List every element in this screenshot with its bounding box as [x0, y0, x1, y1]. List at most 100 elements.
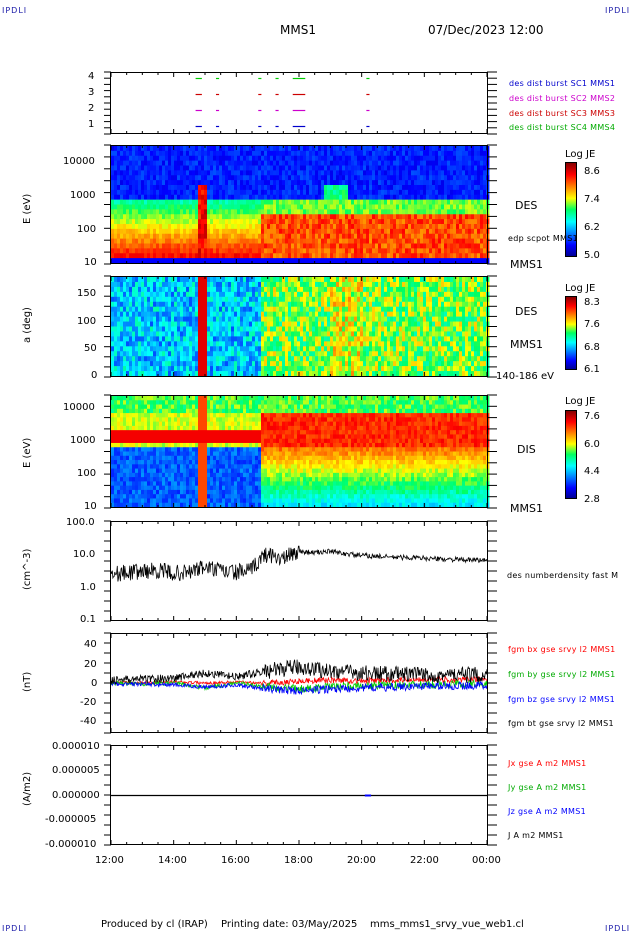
spectrogram-pixel — [471, 180, 475, 186]
spectrogram-pixel — [123, 296, 127, 303]
spectrogram-pixel — [117, 258, 121, 264]
spectrogram-pixel — [447, 253, 451, 259]
spectrogram-pixel — [225, 160, 229, 166]
spectrogram-pixel — [303, 238, 307, 244]
spectrogram-pixel — [153, 180, 157, 186]
spectrogram-pixel — [309, 311, 313, 317]
spectrogram-pixel — [126, 258, 130, 264]
spectrogram-pixel — [291, 214, 295, 220]
spectrogram-pixel — [321, 336, 325, 342]
spectrogram-pixel — [273, 336, 277, 342]
spectrogram-pixel — [414, 248, 418, 254]
spectrogram-pixel — [195, 189, 199, 196]
spectrogram-pixel — [345, 150, 349, 157]
spectrogram-pixel — [390, 351, 394, 357]
spectrogram-pixel — [204, 160, 208, 166]
spectrogram-pixel — [279, 185, 283, 191]
spectrogram-pixel — [288, 170, 292, 176]
spectrogram-pixel — [219, 321, 223, 327]
spectrogram-pixel — [123, 243, 127, 249]
spectrogram-pixel — [159, 366, 163, 372]
spectrogram-pixel — [186, 204, 190, 210]
spectrogram-pixel — [375, 170, 379, 176]
spectrogram-pixel — [315, 291, 319, 298]
spectrogram-pixel — [423, 243, 427, 249]
spectrogram-pixel — [471, 160, 475, 166]
spectrogram-pixel — [375, 316, 379, 322]
spectrogram-pixel — [384, 316, 388, 322]
spectrogram-pixel — [213, 361, 217, 367]
spectrogram-pixel — [150, 311, 154, 317]
spectrogram-pixel — [315, 331, 319, 337]
spectrogram-pixel — [231, 209, 235, 215]
spectrogram-pixel — [255, 189, 259, 196]
spectrogram-pixel — [309, 165, 313, 171]
spectrogram-pixel — [297, 341, 301, 347]
spectrogram-pixel — [360, 194, 364, 201]
spectrogram-pixel — [201, 336, 205, 342]
spectrogram-pixel — [150, 356, 154, 362]
spectrogram-pixel — [273, 326, 277, 332]
spectrogram-pixel — [342, 281, 346, 288]
spectrogram-pixel — [138, 258, 142, 264]
spectrogram-pixel — [297, 361, 301, 367]
spectrogram-pixel — [144, 301, 148, 308]
spectrogram-pixel — [294, 351, 298, 357]
spectrogram-pixel — [186, 311, 190, 317]
spectrogram-pixel — [186, 146, 190, 152]
spectrogram-pixel — [351, 331, 355, 337]
spectrogram-pixel — [138, 185, 142, 191]
spectrogram-pixel — [432, 214, 436, 220]
spectrogram-pixel — [420, 214, 424, 220]
spectrogram-pixel — [327, 351, 331, 357]
spectrogram-pixel — [162, 296, 166, 303]
spectrogram-pixel — [228, 160, 232, 166]
spectrogram-pixel — [141, 204, 145, 210]
spectrogram-pixel — [369, 224, 373, 230]
spectrogram-pixel — [150, 366, 154, 372]
spectrogram-pixel — [231, 146, 235, 152]
spectrogram-pixel — [303, 321, 307, 327]
spectrogram-pixel — [294, 243, 298, 249]
spectrogram-pixel — [351, 296, 355, 303]
spectrogram-pixel — [390, 286, 394, 293]
spectrogram-pixel — [303, 199, 307, 205]
spectrogram-pixel — [369, 316, 373, 322]
spectrogram-pixel — [237, 194, 241, 201]
spectrogram-pixel — [285, 204, 289, 210]
spectrogram-pixel — [225, 233, 229, 240]
spectrogram-pixel — [300, 331, 304, 337]
spectrogram-pixel — [432, 175, 436, 181]
spectrogram-pixel — [420, 248, 424, 254]
spectrogram-pixel — [372, 296, 376, 303]
spectrogram-pixel — [387, 351, 391, 357]
spectrogram-pixel — [255, 341, 259, 347]
spectrogram-pixel — [345, 356, 349, 362]
spectrogram-pixel — [252, 248, 256, 254]
spectrogram-pixel — [111, 175, 115, 181]
spectrogram-pixel — [411, 199, 415, 205]
spectrogram-pixel — [204, 346, 208, 352]
spectrogram-pixel — [342, 253, 346, 259]
spectrogram-pixel — [351, 189, 355, 196]
spectrogram-pixel — [159, 160, 163, 166]
spectrogram-pixel — [246, 228, 250, 235]
spectrogram-pixel — [294, 146, 298, 152]
spectrogram-pixel — [348, 316, 352, 322]
spectrogram-pixel — [345, 277, 349, 283]
spectrogram-pixel — [462, 233, 466, 240]
spectrogram-pixel — [306, 356, 310, 362]
spectrogram-pixel — [381, 281, 385, 288]
spectrogram-pixel — [285, 228, 289, 235]
spectrogram-pixel — [192, 248, 196, 254]
spectrogram-pixel — [459, 165, 463, 171]
spectrogram-pixel — [243, 258, 247, 264]
spectrogram-pixel — [135, 341, 139, 347]
spectrogram-pixel — [441, 194, 445, 201]
spectrogram-pixel — [381, 155, 385, 162]
spectrogram-pixel — [111, 160, 115, 166]
spectrogram-pixel — [234, 146, 238, 152]
spectrogram-pixel — [186, 253, 190, 259]
spectrogram-pixel — [291, 243, 295, 249]
spectrogram-pixel — [390, 258, 394, 264]
